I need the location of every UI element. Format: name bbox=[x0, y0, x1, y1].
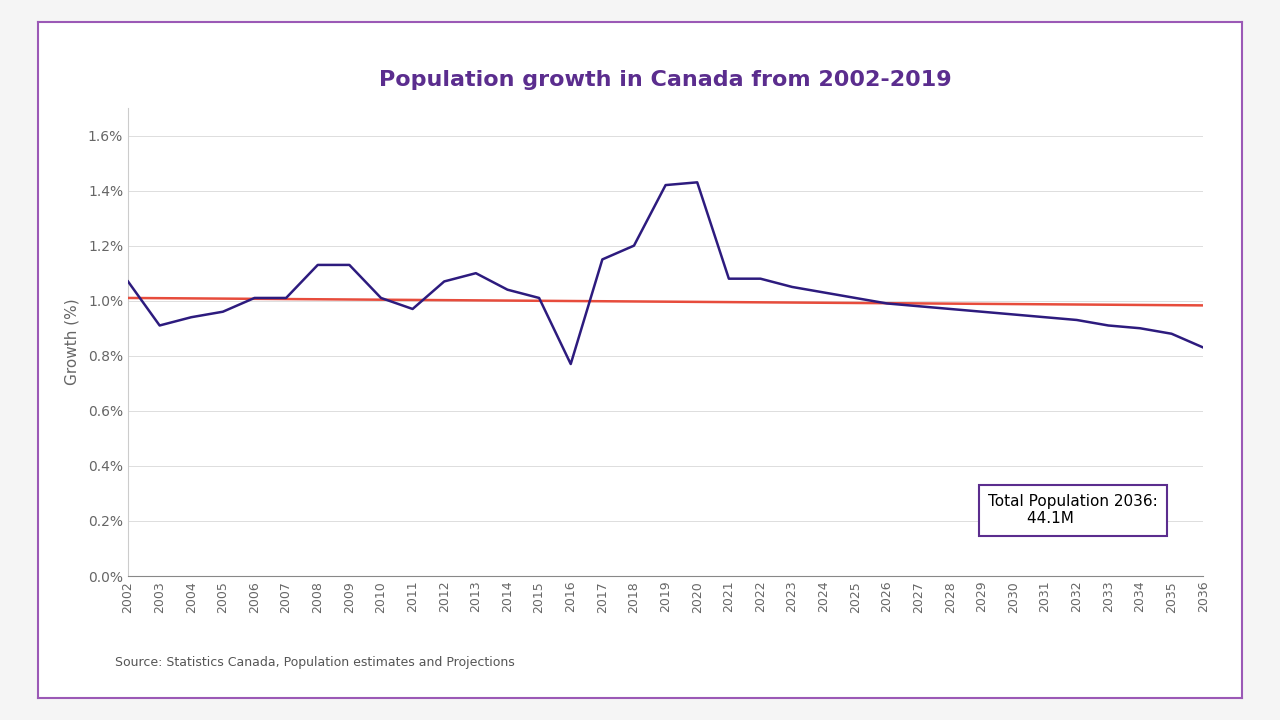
Title: Population growth in Canada from 2002-2019: Population growth in Canada from 2002-20… bbox=[379, 70, 952, 90]
Text: Total Population 2036:
        44.1M: Total Population 2036: 44.1M bbox=[988, 494, 1158, 526]
Y-axis label: Growth (%): Growth (%) bbox=[64, 299, 79, 385]
Text: Source: Statistics Canada, Population estimates and Projections: Source: Statistics Canada, Population es… bbox=[115, 656, 515, 669]
